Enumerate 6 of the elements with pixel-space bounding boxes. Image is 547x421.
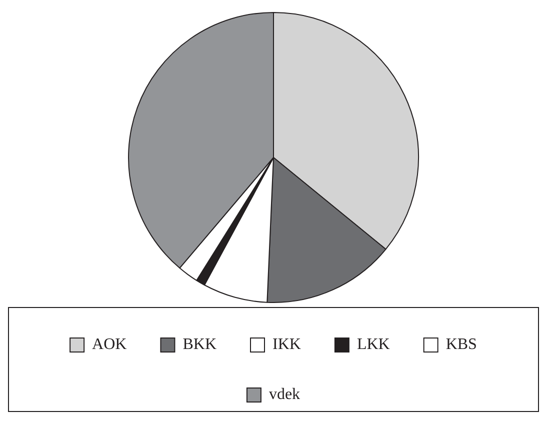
- legend-label: AOK: [92, 336, 128, 354]
- legend-label: KBS: [446, 336, 477, 354]
- legend-label: BKK: [182, 336, 217, 354]
- legend-label: LKK: [356, 336, 390, 354]
- legend-label: IKK: [272, 336, 302, 354]
- legend-label: vdek: [268, 386, 300, 404]
